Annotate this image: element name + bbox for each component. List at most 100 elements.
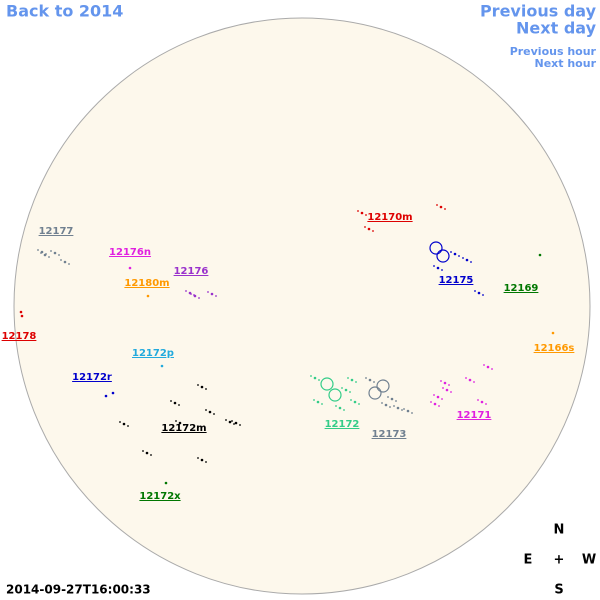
previous-hour-link[interactable]: Previous hour: [510, 45, 597, 58]
sunspot: [444, 208, 446, 210]
sunspot: [448, 384, 450, 386]
sunspot: [444, 382, 446, 384]
region-label[interactable]: 12171: [457, 410, 492, 421]
sunspot: [364, 226, 366, 228]
sunspot: [41, 251, 43, 253]
sunspot: [485, 403, 487, 405]
sunspot: [335, 405, 337, 407]
sunspot: [194, 295, 196, 297]
sunspot: [473, 381, 475, 383]
region-label[interactable]: 12177: [39, 226, 74, 237]
previous-day-link[interactable]: Previous day: [480, 2, 597, 21]
sunspot: [175, 420, 177, 422]
sunspot: [474, 290, 476, 292]
region-label[interactable]: 12180m: [124, 278, 169, 289]
sunspot: [403, 408, 405, 410]
sunspot: [450, 251, 452, 253]
sunspot: [179, 422, 181, 424]
region-label[interactable]: 12175: [439, 275, 474, 286]
sunspot: [170, 400, 172, 402]
sunspot: [440, 206, 442, 208]
region-label[interactable]: 12172p: [132, 348, 174, 359]
sunspot: [354, 401, 356, 403]
sunspot: [142, 450, 144, 452]
sunspot: [368, 386, 382, 400]
region-label[interactable]: 12173: [372, 429, 407, 440]
sunspot: [201, 459, 203, 461]
sunspot: [481, 401, 483, 403]
region-label[interactable]: 12166s: [534, 343, 575, 354]
sunspot: [433, 265, 435, 267]
sunspot: [213, 413, 215, 415]
sunspot: [318, 379, 320, 381]
region-label[interactable]: 12172: [325, 419, 360, 430]
sunspot: [119, 421, 121, 423]
sunspot: [197, 384, 199, 386]
sunspot: [350, 399, 352, 401]
sunspot: [462, 257, 464, 259]
sunspot: [205, 409, 207, 411]
sunspot: [437, 267, 439, 269]
sunspot: [430, 401, 432, 403]
sunspot: [458, 255, 460, 257]
sunspot: [339, 407, 341, 409]
next-hour-link[interactable]: Next hour: [535, 57, 597, 70]
sunspot: [321, 403, 323, 405]
region-label[interactable]: 12172x: [139, 491, 181, 502]
back-link[interactable]: Back to 2014: [6, 2, 123, 21]
sunspot: [483, 364, 485, 366]
sunspot: [381, 402, 383, 404]
sunspot: [198, 297, 200, 299]
sunspot: [357, 210, 359, 212]
sunspot: [349, 391, 351, 393]
sunspot: [365, 214, 367, 216]
region-label[interactable]: 12169: [504, 283, 539, 294]
sunspot: [229, 421, 231, 423]
sunspot: [538, 253, 542, 257]
sunspot: [207, 291, 209, 293]
sunspot: [104, 394, 108, 398]
sunspot: [395, 400, 397, 402]
sunspot: [123, 423, 125, 425]
sunspot: [201, 386, 203, 388]
sunspot: [436, 249, 450, 263]
sunspot: [328, 388, 342, 402]
sunspot: [372, 230, 374, 232]
sunspot: [433, 394, 435, 396]
sunspot: [183, 424, 185, 426]
sunspot: [190, 293, 192, 295]
region-label[interactable]: 12172r: [72, 372, 112, 383]
sunspot: [551, 331, 555, 335]
sunspot: [478, 292, 480, 294]
sunspot: [347, 377, 349, 379]
sunspot: [45, 253, 47, 255]
sunspot: [361, 212, 363, 214]
region-label[interactable]: 12170m: [367, 212, 412, 223]
sunspot: [487, 366, 489, 368]
sunspot: [48, 256, 50, 258]
region-label[interactable]: 12172m: [161, 423, 206, 434]
sunspot: [239, 424, 241, 426]
sunspot: [209, 411, 211, 413]
sunspot: [128, 266, 132, 270]
sunspot: [441, 269, 443, 271]
sunspot: [401, 409, 403, 411]
sunspot: [343, 409, 345, 411]
sunspot: [54, 252, 56, 254]
next-day-link[interactable]: Next day: [516, 19, 597, 38]
sunspot: [355, 381, 357, 383]
region-label[interactable]: 12176: [174, 266, 209, 277]
sunspot: [407, 410, 409, 412]
sunspot: [310, 375, 312, 377]
sunspot: [438, 405, 440, 407]
timestamp: 2014-09-27T16:00:33: [6, 583, 151, 597]
region-label[interactable]: 12176n: [109, 247, 151, 258]
sunspot: [442, 387, 444, 389]
region-label[interactable]: 12178: [2, 331, 37, 342]
sunspot: [429, 241, 443, 255]
sunspot: [450, 391, 452, 393]
sunspot: [111, 391, 115, 395]
sunspot: [454, 253, 456, 255]
sunspot: [178, 404, 180, 406]
sunspot: [211, 293, 213, 295]
